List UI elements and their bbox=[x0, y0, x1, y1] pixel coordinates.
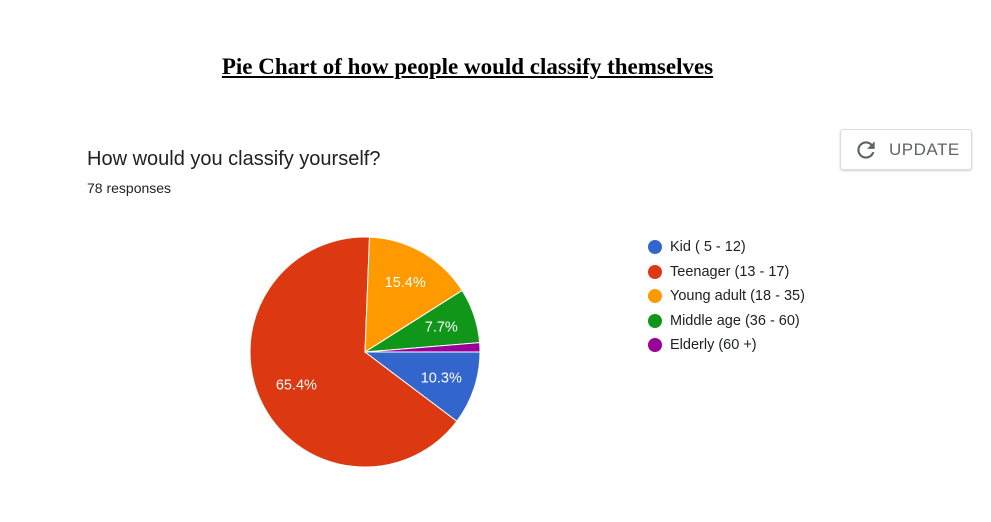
legend-label: Kid ( 5 - 12) bbox=[670, 239, 746, 256]
slice-label-kid: 10.3% bbox=[421, 371, 462, 387]
legend-label: Young adult (18 - 35) bbox=[670, 288, 805, 305]
legend-swatch bbox=[648, 289, 662, 304]
legend-swatch bbox=[648, 338, 662, 353]
page-heading: Pie Chart of how people would classify t… bbox=[221, 54, 714, 79]
update-button-label: UPDATE bbox=[889, 139, 960, 159]
pie-slice-elderly[interactable] bbox=[364, 342, 481, 353]
pie-chart: 10.3% 65.4% 15.4% 7.7% bbox=[249, 236, 481, 468]
pie-slice-teenager[interactable] bbox=[249, 236, 458, 468]
legend-item-elderly[interactable]: Elderly (60 +) bbox=[648, 333, 805, 358]
chart-legend: Kid ( 5 - 12) Teenager (13 - 17) Young a… bbox=[648, 235, 805, 358]
legend-swatch bbox=[648, 240, 662, 255]
legend-item-young-adult[interactable]: Young adult (18 - 35) bbox=[648, 284, 805, 309]
update-button[interactable]: UPDATE bbox=[840, 129, 972, 170]
legend-item-kid[interactable]: Kid ( 5 - 12) bbox=[648, 235, 805, 260]
slice-label-young-adult: 15.4% bbox=[385, 275, 426, 291]
refresh-icon bbox=[853, 137, 879, 163]
legend-item-teenager[interactable]: Teenager (13 - 17) bbox=[648, 260, 805, 285]
chart-title: How would you classify yourself? bbox=[87, 148, 381, 170]
legend-label: Elderly (60 +) bbox=[670, 337, 757, 354]
legend-swatch bbox=[648, 264, 662, 279]
legend-swatch bbox=[648, 313, 662, 328]
pie-slice-young-adult[interactable] bbox=[364, 236, 463, 353]
response-count: 78 responses bbox=[87, 180, 172, 196]
legend-label: Teenager (13 - 17) bbox=[670, 263, 790, 280]
legend-label: Middle age (36 - 60) bbox=[670, 312, 800, 329]
legend-item-middle-age[interactable]: Middle age (36 - 60) bbox=[648, 309, 805, 334]
slice-label-middle-age: 7.7% bbox=[425, 319, 458, 335]
slice-label-teenager: 65.4% bbox=[276, 378, 317, 394]
pie-slice-kid[interactable] bbox=[363, 351, 481, 422]
